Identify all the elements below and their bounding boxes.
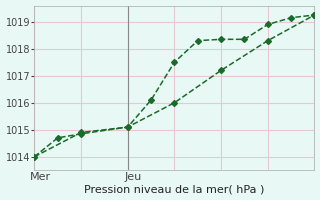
X-axis label: Pression niveau de la mer( hPa ): Pression niveau de la mer( hPa ) xyxy=(84,184,265,194)
